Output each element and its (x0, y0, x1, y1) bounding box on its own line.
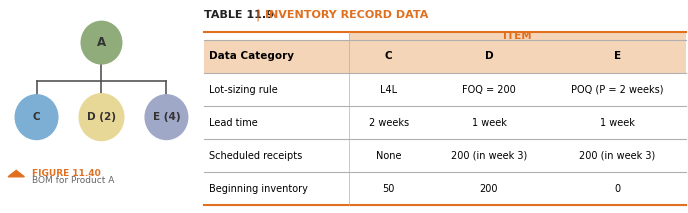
Text: A: A (97, 36, 106, 49)
Text: D: D (484, 52, 493, 62)
Text: |: | (256, 8, 260, 22)
Text: Lot-sizing rule: Lot-sizing rule (209, 85, 278, 95)
Text: 1 week: 1 week (471, 118, 506, 128)
Text: 1 week: 1 week (600, 118, 634, 128)
Circle shape (15, 95, 58, 140)
Text: L4L: L4L (380, 85, 398, 95)
Polygon shape (8, 170, 24, 177)
Text: D (2): D (2) (87, 112, 116, 122)
Text: INVENTORY RECORD DATA: INVENTORY RECORD DATA (266, 10, 429, 20)
Text: E: E (614, 52, 621, 62)
Text: 2 weeks: 2 weeks (369, 118, 409, 128)
Bar (204, 40, 685, 73)
Text: BOM for Product A: BOM for Product A (32, 176, 115, 185)
Bar (349, 32, 685, 40)
Text: Beginning inventory: Beginning inventory (209, 184, 308, 194)
Text: C: C (33, 112, 41, 122)
Text: 200 (in week 3): 200 (in week 3) (579, 151, 655, 161)
Text: Scheduled receipts: Scheduled receipts (209, 151, 303, 161)
Text: 0: 0 (614, 184, 621, 194)
Text: ITEM: ITEM (503, 31, 531, 41)
Text: None: None (376, 151, 402, 161)
Text: Lead time: Lead time (209, 118, 258, 128)
Text: FOQ = 200: FOQ = 200 (462, 85, 516, 95)
Circle shape (79, 94, 124, 141)
Text: POQ (P = 2 weeks): POQ (P = 2 weeks) (571, 85, 663, 95)
Circle shape (145, 95, 188, 140)
Text: 200: 200 (480, 184, 498, 194)
Text: 50: 50 (383, 184, 395, 194)
Text: 200 (in week 3): 200 (in week 3) (451, 151, 527, 161)
Text: TABLE 11.9: TABLE 11.9 (204, 10, 275, 20)
Text: C: C (385, 52, 393, 62)
Text: Data Category: Data Category (209, 52, 294, 62)
Text: FIGURE 11.40: FIGURE 11.40 (32, 169, 101, 178)
Circle shape (81, 21, 122, 64)
Text: E (4): E (4) (153, 112, 180, 122)
